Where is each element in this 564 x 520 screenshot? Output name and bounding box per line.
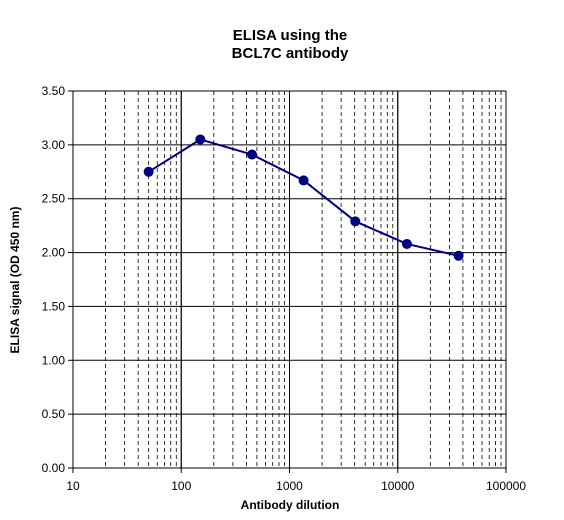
x-axis-label: Antibody dilution: [241, 498, 340, 512]
data-point: [350, 216, 361, 227]
chart-title-line-1: ELISA using the: [233, 27, 347, 44]
y-tick-labels: 0.00 0.50 1.00 1.50 2.00 2.50 3.00 3.50: [42, 84, 73, 475]
data-point: [195, 134, 206, 145]
data-series: [143, 134, 464, 261]
data-point: [453, 250, 464, 261]
y-tick-label: 1.50: [42, 299, 66, 313]
data-point: [298, 175, 309, 186]
y-tick-label: 3.00: [42, 138, 66, 152]
data-point: [246, 149, 257, 160]
y-tick-label: 2.00: [42, 246, 66, 260]
x-tick-label: 100000: [486, 479, 526, 493]
data-point: [143, 166, 154, 177]
y-tick-label: 3.50: [42, 84, 66, 98]
x-tick-label: 10: [66, 479, 80, 493]
y-tick-label: 0.50: [42, 407, 66, 421]
x-tick-label: 100: [171, 479, 191, 493]
data-point: [401, 238, 412, 249]
y-tick-label: 0.00: [42, 461, 66, 475]
y-tick-label: 2.50: [42, 192, 66, 206]
chart-title-line-2: BCL7C antibody: [232, 45, 349, 62]
x-tick-label: 1000: [276, 479, 303, 493]
x-tick-label: 10000: [381, 479, 415, 493]
x-tick-labels: 10 100 1000 10000 100000: [66, 468, 526, 493]
y-axis-label: ELISA signal (OD 450 nm): [8, 207, 22, 354]
y-tick-label: 1.00: [42, 353, 66, 367]
